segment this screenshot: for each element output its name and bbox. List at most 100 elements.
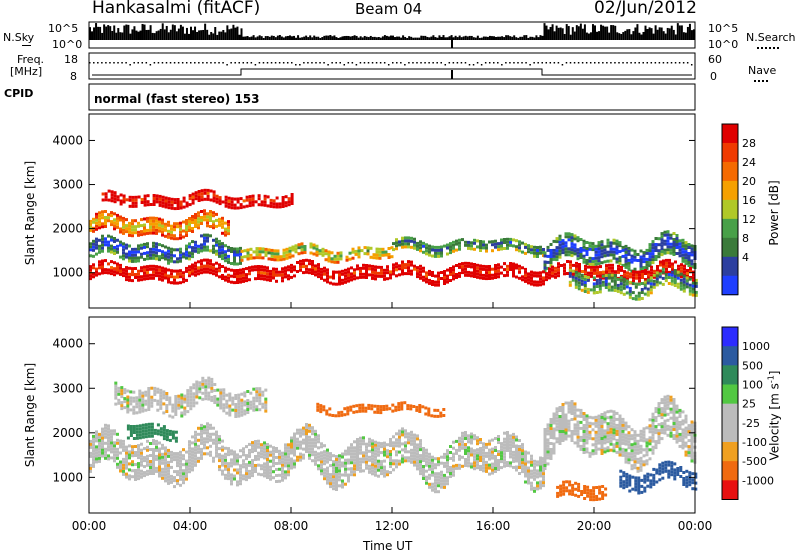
heatmap-cell [263,197,267,201]
heatmap-cell [183,397,187,401]
nsky-tick-bottom: 10^0 [52,38,83,51]
heatmap-cell [165,410,169,413]
heatmap-cell [290,466,293,470]
heatmap-cell [201,397,205,401]
heatmap-cell [167,220,170,224]
heatmap-cell [608,263,611,267]
heatmap-cell [116,456,119,460]
heatmap-cell [287,452,290,456]
heatmap-cell [576,248,580,252]
heatmap-cell [137,272,140,276]
heatmap-cell [167,232,170,236]
heatmap-cell [116,265,119,269]
nsky-bar [240,28,243,40]
heatmap-cell [425,457,428,461]
heatmap-cell [263,194,267,198]
heatmap-cell [579,435,583,439]
heatmap-cell [209,444,212,448]
heatmap-cell [464,443,467,446]
heatmap-cell [156,429,160,433]
heatmap-cell [665,264,668,268]
heatmap-cell [101,442,104,446]
heatmap-cell [179,233,182,237]
heatmap-cell [552,427,556,431]
heatmap-cell [143,245,146,249]
freq-dot [614,62,616,64]
heatmap-cell [482,442,485,446]
heatmap-cell [341,272,344,276]
heatmap-cell [410,245,413,249]
heatmap-cell [254,458,257,461]
heatmap-cell [137,447,140,451]
heatmap-cell [452,268,455,272]
freq-unit: [MHz] [10,65,43,78]
nsky-bar [286,35,289,40]
heatmap-cell [497,248,500,252]
heatmap-cell [215,430,218,434]
heatmap-cell [604,274,608,277]
heatmap-cell [239,470,242,474]
nsky-bar [561,28,564,40]
heatmap-cell [600,434,604,437]
heatmap-cell [473,434,476,438]
nsky-bar [321,37,324,40]
nsky-bar [303,36,306,40]
heatmap-cell [101,249,104,253]
heatmap-cell [314,444,317,448]
heatmap-cell [95,448,98,452]
heatmap-cell [580,279,584,283]
heatmap-cell [600,443,604,446]
heatmap-cell [209,271,212,275]
heatmap-cell [350,443,353,447]
heatmap-cell [593,265,596,269]
heatmap-cell [515,459,518,463]
heatmap-cell [564,244,568,248]
heatmap-cell [233,253,236,257]
heatmap-cell [176,201,180,204]
heatmap-cell [146,194,150,198]
heatmap-cell [410,236,413,240]
heatmap-cell [161,458,164,462]
heatmap-cell [464,264,467,268]
heatmap-cell [294,244,298,248]
heatmap-cell [626,277,629,281]
heatmap-cell [452,246,455,250]
heatmap-cell [311,444,314,448]
heatmap-cell [590,271,593,275]
heatmap-cell [416,266,419,270]
heatmap-cell [407,266,410,270]
heatmap-cell [179,253,182,257]
heatmap-cell [654,246,658,249]
heatmap-cell [431,245,434,249]
heatmap-cell [482,267,485,271]
heatmap-cell [485,469,488,473]
heatmap-cell [359,439,362,443]
heatmap-cell [679,278,683,282]
heatmap-cell [359,463,362,467]
heatmap-cell [643,292,647,296]
heatmap-cell [500,466,503,470]
heatmap-cell [107,216,110,220]
heatmap-cell [509,452,512,456]
heatmap-cell [667,273,671,276]
heatmap-cell [278,455,281,459]
heatmap-cell [576,444,580,448]
heatmap-cell [452,277,455,281]
heatmap-cell [275,447,278,450]
heatmap-cell [488,439,491,443]
heatmap-cell [428,272,431,276]
heatmap-cell [368,467,371,471]
heatmap-cell [128,244,131,248]
heatmap-cell [155,194,159,198]
heatmap-cell [552,433,556,437]
heatmap-cell [284,473,287,477]
heatmap-cell [170,230,173,234]
heatmap-cell [633,430,637,434]
heatmap-cell [552,257,556,261]
heatmap-cell [380,460,383,464]
heatmap-cell [156,399,160,403]
heatmap-cell [500,271,503,275]
heatmap-cell [143,194,147,198]
heatmap-cell [212,199,216,203]
